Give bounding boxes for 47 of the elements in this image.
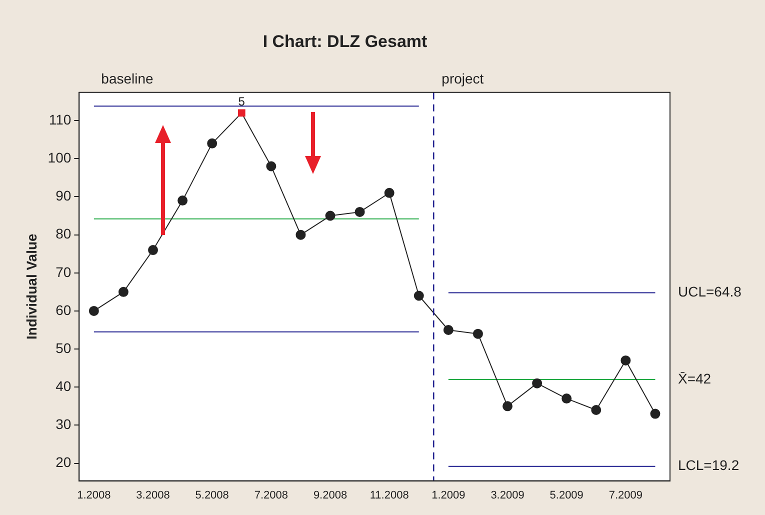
point [118, 286, 128, 297]
point [562, 394, 572, 404]
y-tick-label: 100 [48, 150, 72, 166]
point [443, 325, 454, 336]
point [178, 196, 188, 206]
x-tick-label: 5.2009 [550, 489, 584, 502]
point [472, 328, 483, 339]
point [532, 378, 542, 388]
point [620, 355, 631, 366]
text: project [442, 70, 484, 86]
point [88, 306, 99, 316]
point [296, 230, 306, 240]
y-tick-label: 70 [56, 264, 72, 280]
chart-title: I Chart: DLZ Gesamt [262, 32, 428, 51]
y-tick-label: 90 [56, 188, 72, 204]
point [414, 290, 424, 301]
point [650, 408, 660, 419]
y-tick-label: 80 [56, 226, 72, 242]
x-tick-label: 11.2008 [370, 489, 409, 502]
series-label: X̄=42 [678, 370, 712, 386]
y-tick-label: 20 [56, 454, 72, 470]
point [502, 401, 513, 412]
x-tick-label: 1.2008 [77, 489, 111, 502]
x-tick-label: 3.2009 [490, 489, 524, 502]
y-tick-label: 30 [56, 416, 72, 432]
y-tick-label: 40 [56, 378, 72, 394]
point [207, 138, 218, 148]
point [591, 404, 602, 415]
annotation: 5 [238, 94, 246, 108]
point [266, 161, 276, 172]
x-tick-label: 1.2009 [432, 489, 466, 502]
point [384, 188, 394, 198]
x-tick-label: 3.2008 [136, 489, 170, 502]
point [325, 210, 336, 221]
y-axis-title: Individual Value [23, 233, 40, 340]
x-tick-label: 7.2008 [254, 489, 288, 502]
y-tick-label: 110 [48, 111, 72, 128]
y-tick-label: 60 [56, 302, 72, 318]
x-tick-label: 5.2008 [195, 489, 229, 502]
point [354, 206, 365, 217]
y-tick-label: 50 [56, 340, 72, 356]
x-tick-label: 9.2008 [313, 489, 348, 502]
x-tick-label: 7.2009 [608, 489, 643, 502]
point [148, 245, 158, 256]
text: baseline [101, 70, 154, 86]
series-label: LCL=19.2 [678, 457, 740, 474]
series-label: UCL=64.8 [678, 284, 742, 300]
